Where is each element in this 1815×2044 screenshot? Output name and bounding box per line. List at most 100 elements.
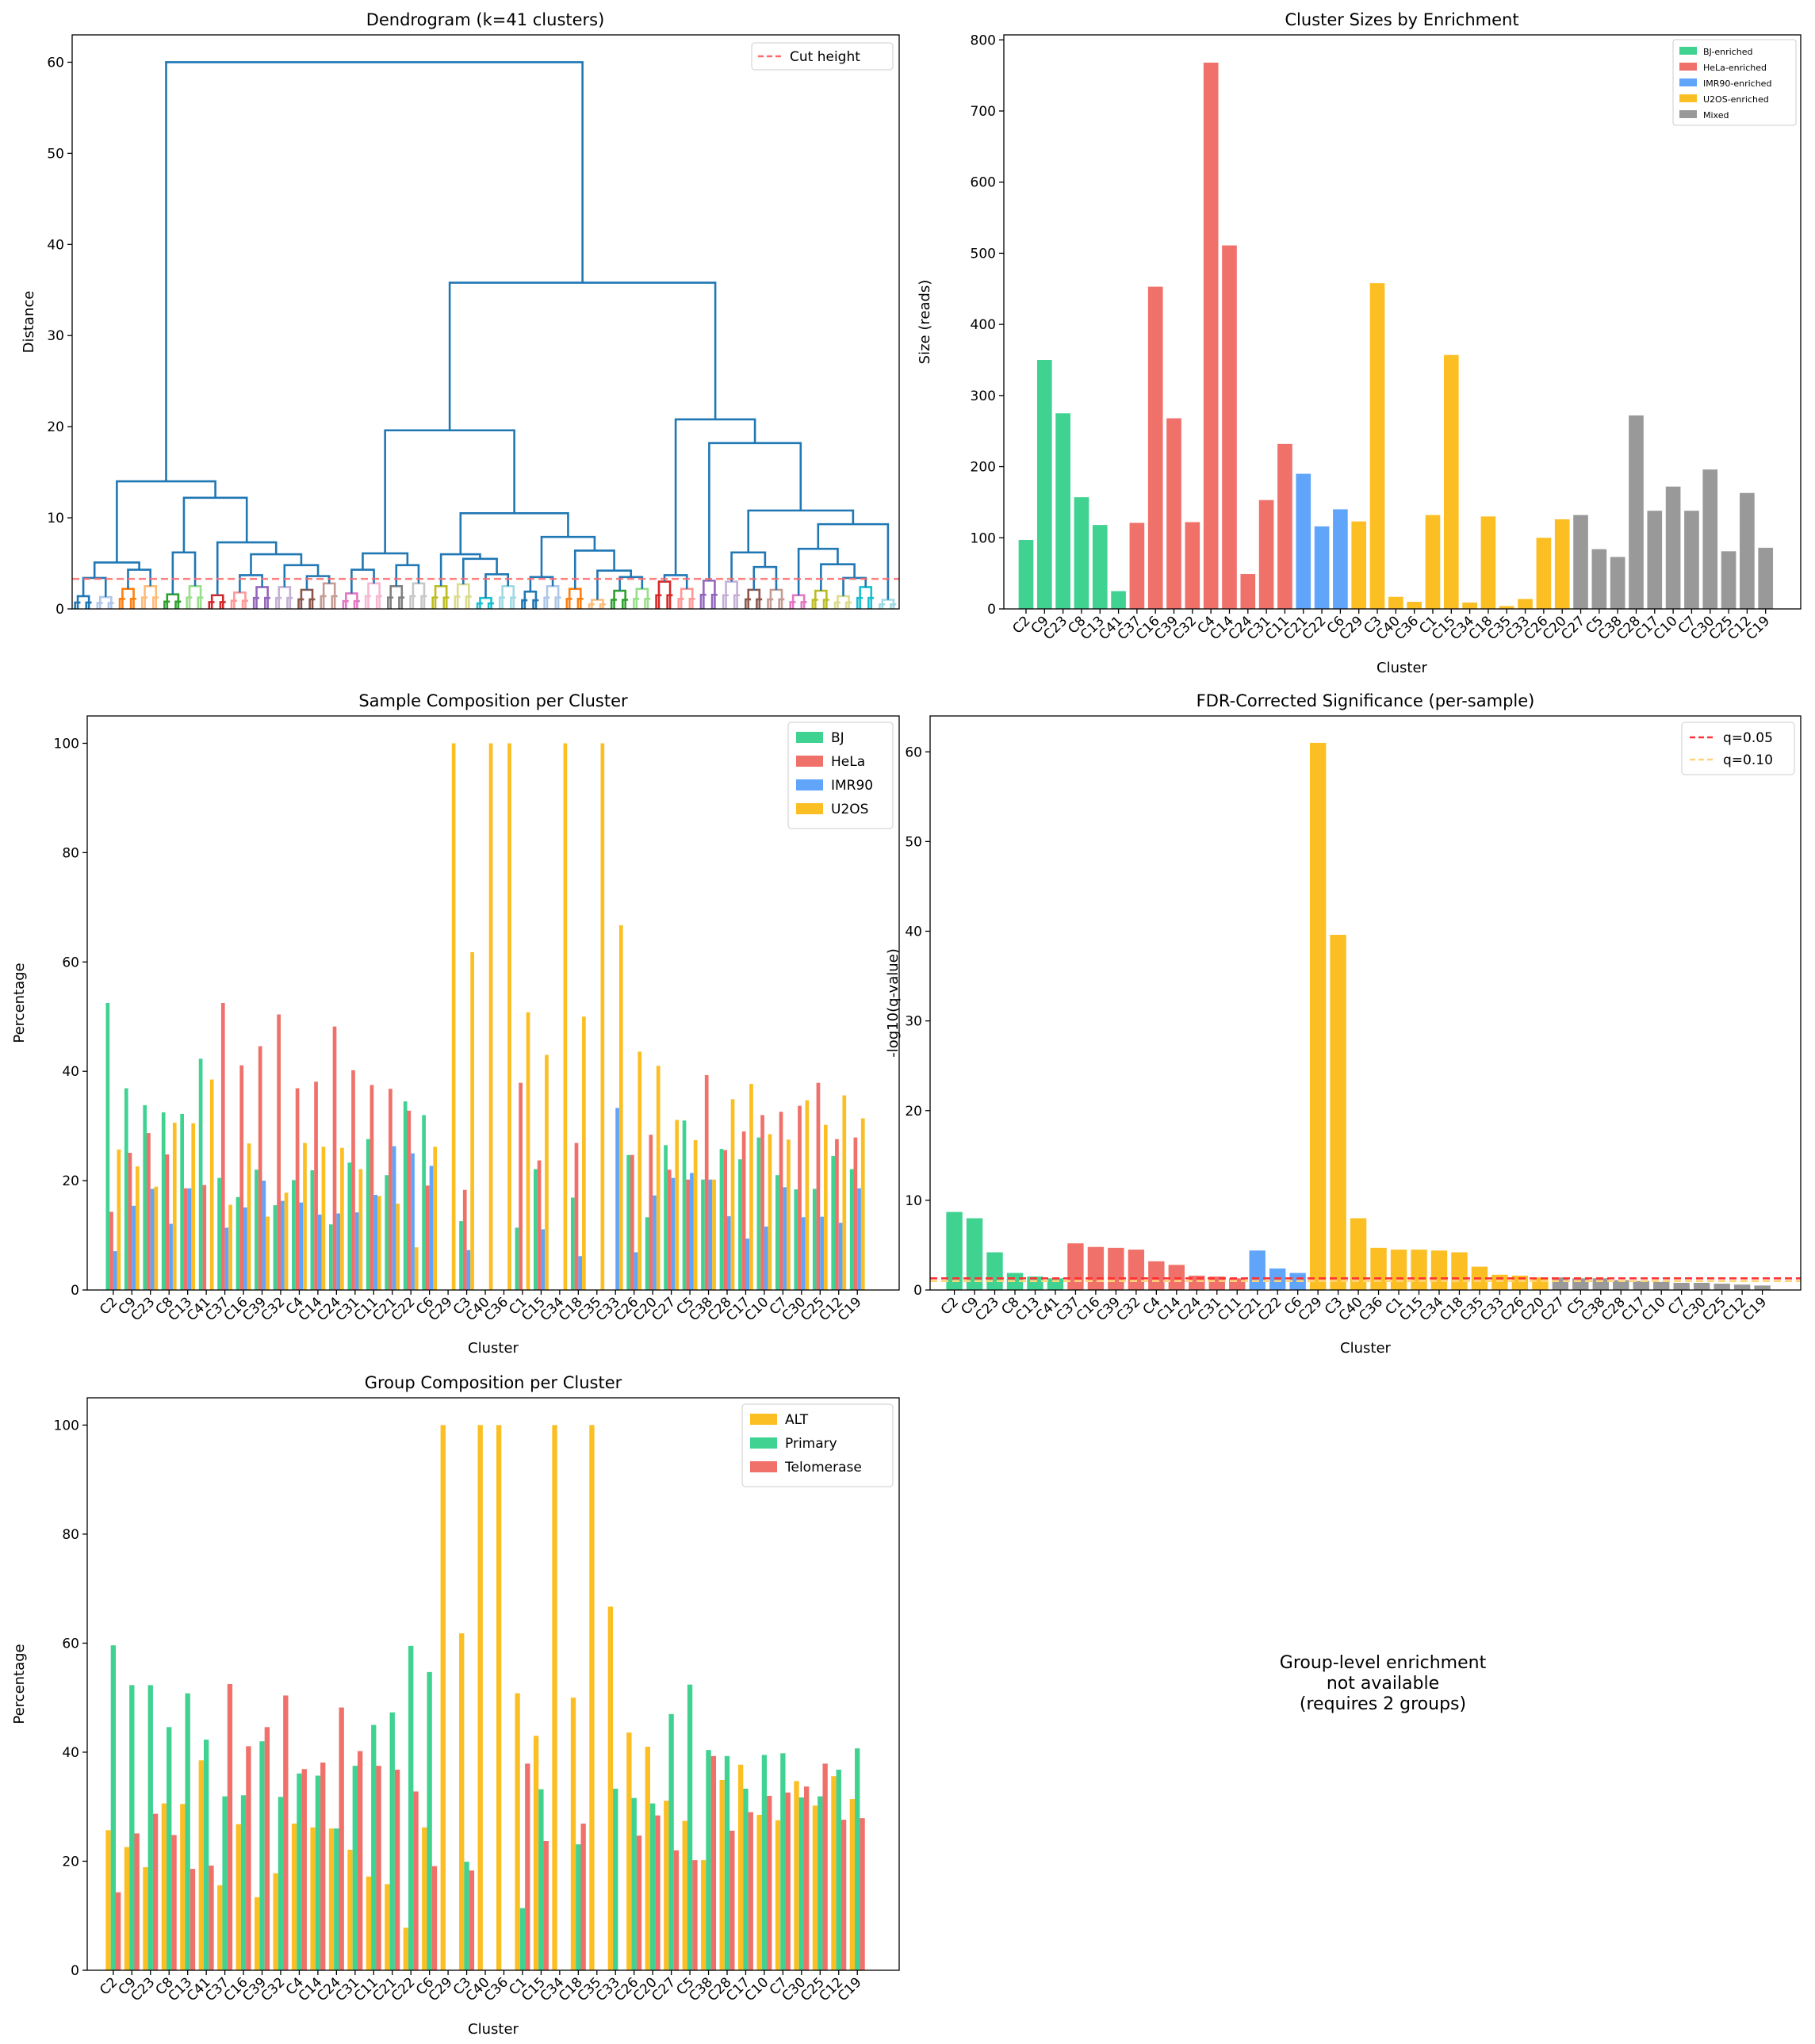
group-bar-ALT-C4 (291, 1824, 297, 1970)
sample-legend-label: U2OS (831, 802, 868, 817)
fdr-frame (929, 715, 1802, 1291)
sizes-ytick-label: 400 (971, 317, 996, 333)
sample-bar-IMR90-C2 (113, 1251, 117, 1290)
size-bar-C17 (1647, 511, 1663, 609)
sample-bar-HeLa-C21 (389, 1089, 392, 1290)
sample-bar-IMR90-C4 (299, 1202, 304, 1290)
sizes-ytick-label: 800 (971, 33, 996, 48)
sample-bar-HeLa-C38 (704, 1075, 709, 1290)
sample-bar-BJ-C10 (756, 1137, 761, 1290)
sample-bar-U2OS-C39 (266, 1216, 270, 1290)
sample-bar-HeLa-C31 (351, 1070, 355, 1290)
group-note-line1: Group-level enrichment (1280, 1653, 1487, 1673)
sample-bar-BJ-C19 (849, 1169, 854, 1290)
sample-bar-IMR90-C10 (764, 1227, 768, 1290)
size-bar-C13 (1092, 525, 1108, 609)
dendrogram-cluster-leaf (722, 580, 741, 609)
sample-bar-U2OS-C33 (618, 925, 623, 1290)
size-bar-C29 (1351, 521, 1367, 609)
group-frame (86, 1397, 900, 1971)
sizes-ytick-label: 0 (987, 602, 996, 618)
group-bar-Primary-C30 (798, 1797, 805, 1970)
group-bar-ALT-C15 (533, 1736, 539, 1970)
group-bar-ALT-C32 (273, 1873, 278, 1970)
fdr-xlabel: Cluster (1340, 1340, 1391, 1357)
group-legend (741, 1403, 894, 1487)
sample-bar-U2OS-C2 (117, 1149, 121, 1290)
size-bar-C36 (1407, 602, 1422, 609)
sample-bar-HeLa-C2 (109, 1211, 113, 1290)
fdr-legend (1681, 722, 1795, 775)
group-bar-Primary-C8 (167, 1727, 172, 1970)
fdr-bar-C32 (1128, 1250, 1145, 1290)
fdr-bar-C12 (1733, 1284, 1751, 1290)
group-bar-ALT-C25 (812, 1805, 818, 1970)
sample-bar-BJ-C39 (255, 1169, 258, 1290)
fdr-legend-label: q=0.05 (1723, 730, 1773, 746)
dendrogram-link (182, 496, 248, 553)
group-bar-Telomerase-C41 (209, 1865, 214, 1970)
dendrogram-link (573, 549, 615, 589)
sizes-ytick-label: 600 (971, 175, 996, 191)
sizes-frame (1003, 34, 1802, 610)
sample-bar-BJ-C5 (682, 1120, 687, 1290)
sample-bar-HeLa-C19 (853, 1137, 858, 1290)
dendrogram-ytick-label: 60 (47, 55, 64, 71)
group-bar-Primary-C39 (259, 1741, 265, 1970)
sample-bar-IMR90-C20 (653, 1195, 657, 1290)
size-bar-C10 (1665, 486, 1681, 609)
size-bar-C1 (1425, 515, 1441, 609)
fdr-bar-C36 (1370, 1247, 1387, 1290)
group-bar-Telomerase-C27 (673, 1850, 680, 1970)
dendrogram-cluster-leaf (699, 580, 718, 609)
dendrogram-cluster-leaf (140, 584, 159, 609)
sample-bar-U2OS-C24 (340, 1147, 344, 1290)
fdr-ytick-label: 30 (905, 1014, 922, 1030)
fdr-bar-C13 (1027, 1277, 1043, 1290)
dendrogram-cluster-leaf (387, 584, 405, 609)
group-bar-Primary-C7 (780, 1753, 786, 1970)
sample-legend-swatch (796, 779, 823, 790)
sample-bar-IMR90-C30 (801, 1217, 806, 1290)
group-bar-Primary-C12 (836, 1769, 841, 1970)
size-bar-C23 (1055, 413, 1070, 609)
sample-bar-U2OS-C40 (488, 743, 493, 1290)
group-legend-label: Telomerase (784, 1460, 862, 1476)
sample-bar-HeLa-C24 (332, 1026, 337, 1290)
sample-bar-U2OS-C27 (675, 1120, 680, 1290)
sample-bar-IMR90-C17 (745, 1238, 750, 1290)
sample-bar-U2OS-C41 (209, 1079, 214, 1290)
group-bar-Telomerase-C13 (190, 1869, 196, 1970)
size-bar-C31 (1258, 500, 1274, 609)
sample-ytick-label: 60 (62, 955, 79, 970)
sample-bar-IMR90-C28 (727, 1215, 731, 1290)
fdr-bar-C34 (1430, 1250, 1448, 1290)
dendrogram-link (747, 509, 855, 553)
sample-bar-HeLa-C28 (723, 1150, 728, 1290)
group-bar-Primary-C5 (687, 1684, 693, 1970)
sample-legend-swatch (796, 732, 823, 743)
dendrogram-link (216, 541, 278, 595)
dendrogram-link (439, 553, 481, 587)
sample-bar-BJ-C23 (143, 1104, 147, 1290)
group-bar-Primary-C20 (649, 1803, 656, 1970)
fdr-ylabel: -log10(q-value) (885, 948, 902, 1058)
group-bar-Telomerase-C20 (655, 1815, 661, 1970)
dendrogram-cluster-leaf (208, 594, 226, 609)
fdr-bar-C10 (1653, 1281, 1670, 1290)
sample-bar-BJ-C4 (292, 1180, 296, 1290)
group-bar-ALT-C22 (403, 1927, 409, 1970)
sample-bar-BJ-C24 (328, 1224, 333, 1290)
sample-bar-U2OS-C3 (470, 951, 474, 1290)
sample-bar-IMR90-C38 (708, 1179, 713, 1290)
group-bar-Telomerase-C8 (171, 1835, 177, 1970)
sample-legend (787, 722, 894, 829)
sample-bar-IMR90-C8 (169, 1223, 173, 1290)
sample-bar-IMR90-C25 (820, 1216, 824, 1290)
size-bar-C37 (1129, 522, 1145, 609)
group-bar-Primary-C21 (389, 1712, 395, 1970)
fdr-bar-C7 (1673, 1282, 1690, 1290)
sample-bar-BJ-C3 (459, 1221, 463, 1290)
group-bar-ALT-C40 (477, 1425, 483, 1970)
group-bar-Primary-C11 (371, 1724, 377, 1970)
